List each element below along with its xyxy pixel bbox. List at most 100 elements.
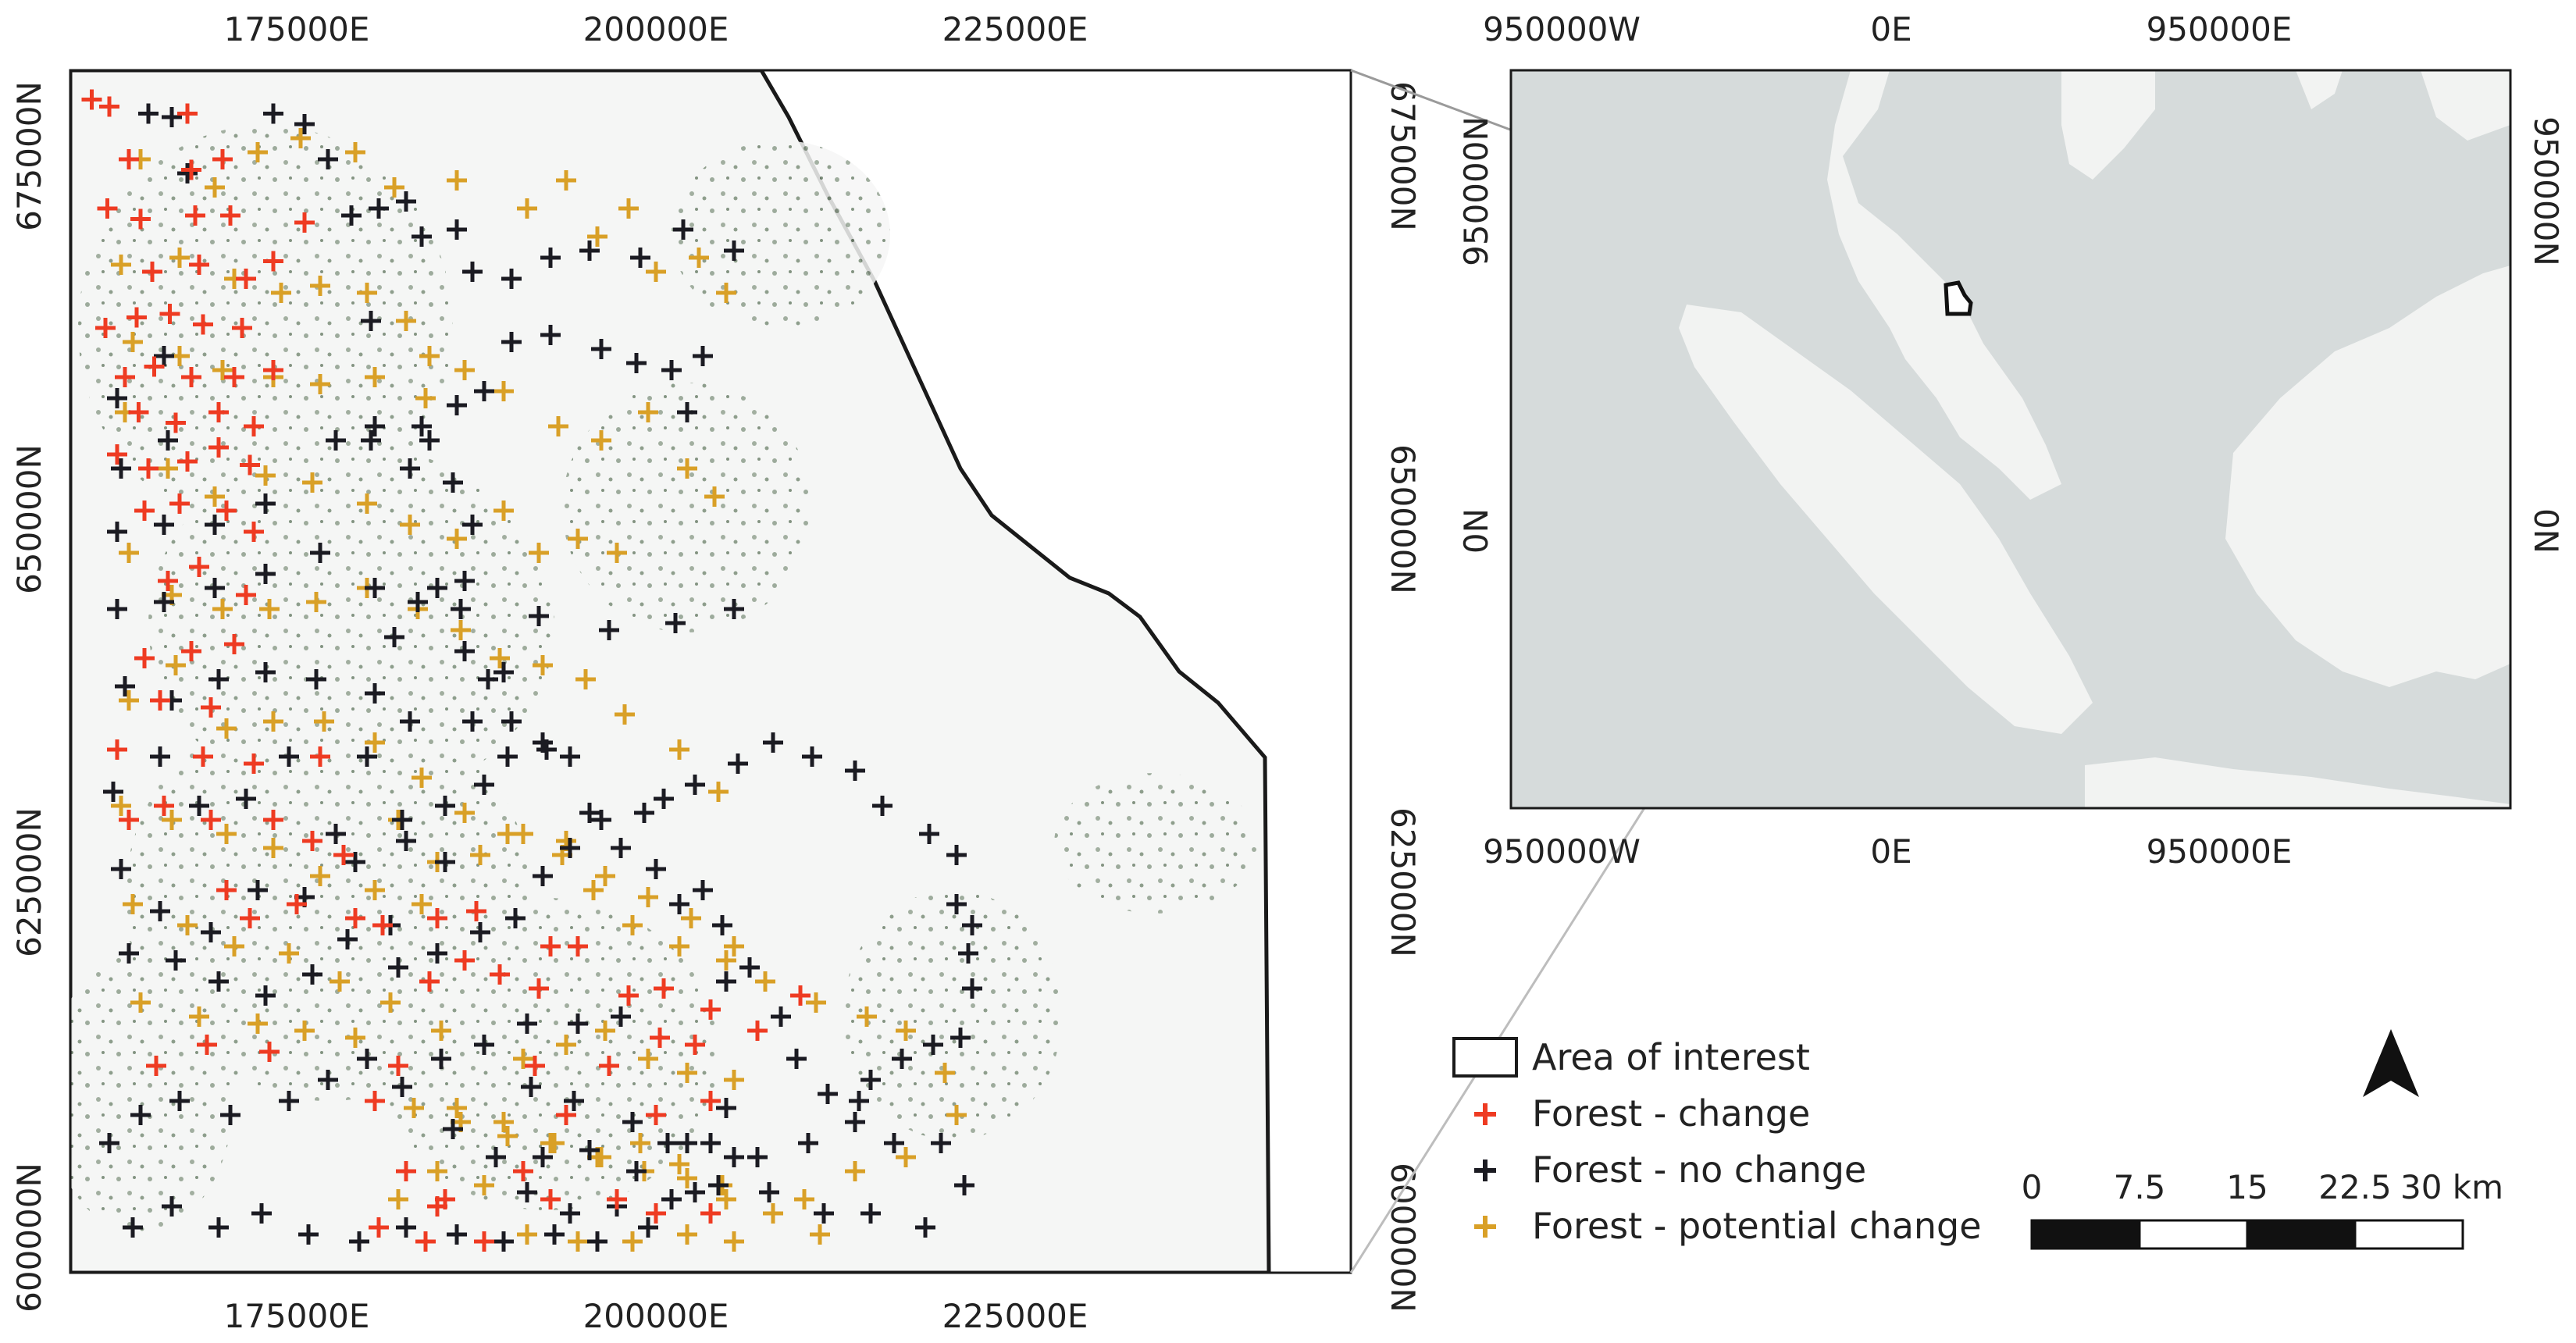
point-forest-no-change (279, 746, 299, 767)
point-forest-potential-change (419, 346, 440, 366)
point-forest-no-change (962, 978, 982, 999)
point-forest-no-change (279, 1091, 299, 1111)
point-forest-no-change (724, 599, 744, 619)
point-forest-potential-change (279, 943, 299, 964)
point-forest-change (294, 212, 315, 233)
point-forest-no-change (189, 796, 209, 816)
point-forest-no-change (946, 894, 967, 914)
point-forest-no-change (599, 620, 619, 640)
locator-top-tick-label: 950000W (1483, 10, 1641, 48)
point-forest-change (146, 1056, 166, 1076)
point-forest-no-change (419, 430, 440, 451)
point-forest-no-change (99, 1133, 119, 1153)
main-top-tick-label: 200000E (583, 10, 729, 48)
north-arrow-icon (2363, 1029, 2419, 1097)
point-forest-potential-change (755, 971, 775, 992)
point-forest-change (81, 89, 102, 110)
point-forest-no-change (408, 592, 428, 612)
point-forest-no-change (661, 1189, 682, 1209)
point-forest-change (181, 641, 201, 661)
point-forest-no-change (443, 1119, 463, 1139)
legend-no-change-symbol (1474, 1160, 1496, 1181)
point-forest-no-change (462, 711, 483, 732)
point-forest-potential-change (677, 1224, 697, 1245)
point-forest-no-change (860, 1203, 881, 1224)
point-forest-potential-change (412, 894, 432, 914)
point-forest-potential-change (669, 1154, 689, 1174)
point-forest-potential-change (447, 170, 467, 191)
point-forest-change (685, 1035, 705, 1055)
point-forest-no-change (685, 775, 705, 795)
point-forest-potential-change (259, 599, 280, 619)
point-forest-no-change (337, 929, 358, 949)
point-forest-no-change (763, 732, 783, 753)
point-forest-no-change (860, 1070, 881, 1090)
point-forest-no-change (298, 1224, 319, 1245)
point-forest-no-change (560, 1203, 580, 1224)
point-forest-no-change (946, 845, 967, 865)
point-forest-potential-change (119, 690, 139, 711)
point-forest-potential-change (224, 936, 244, 956)
point-forest-no-change (564, 1091, 584, 1111)
point-forest-potential-change (556, 1035, 576, 1055)
point-forest-potential-change (497, 824, 518, 844)
point-forest-no-change (685, 1182, 705, 1202)
point-forest-no-change (365, 416, 385, 436)
point-forest-change (142, 262, 162, 282)
point-forest-potential-change (724, 936, 744, 956)
point-forest-change (556, 1105, 576, 1125)
point-forest-change (158, 571, 178, 591)
point-forest-potential-change (454, 360, 475, 380)
point-forest-no-change (103, 782, 123, 802)
point-forest-potential-change (622, 1231, 643, 1252)
point-forest-potential-change (205, 486, 225, 507)
point-forest-change (107, 444, 127, 465)
point-forest-no-change (728, 753, 748, 774)
point-forest-no-change (166, 950, 186, 971)
point-forest-potential-change (517, 1224, 537, 1245)
point-forest-no-change (950, 1028, 971, 1048)
main-left-tick-label: 675000N (10, 81, 48, 231)
point-forest-change (244, 522, 264, 542)
point-forest-no-change (107, 522, 127, 542)
point-forest-change (126, 307, 147, 328)
point-forest-potential-change (622, 915, 643, 935)
point-forest-no-change (579, 803, 600, 823)
point-forest-no-change (326, 430, 346, 451)
point-forest-no-change (361, 430, 381, 451)
point-forest-potential-change (365, 880, 385, 900)
point-forest-potential-change (427, 1161, 447, 1181)
point-forest-change (115, 367, 135, 387)
point-forest-change (130, 208, 151, 230)
point-forest-no-change (248, 880, 268, 900)
point-forest-change (224, 634, 244, 654)
point-forest-no-change (392, 810, 412, 830)
point-forest-potential-change (587, 226, 607, 247)
point-forest-potential-change (615, 704, 635, 725)
point-forest-no-change (724, 1147, 744, 1167)
point-forest-potential-change (638, 1049, 658, 1069)
point-forest-potential-change (169, 248, 190, 268)
point-forest-no-change (533, 1147, 553, 1167)
point-forest-no-change (158, 430, 178, 451)
point-forest-no-change (802, 746, 822, 767)
point-forest-no-change (396, 831, 416, 851)
point-forest-change (177, 451, 198, 472)
point-forest-change (185, 205, 205, 226)
point-forest-no-change (654, 789, 674, 809)
point-forest-no-change (892, 1049, 912, 1069)
point-forest-no-change (435, 796, 455, 816)
point-forest-potential-change (357, 283, 377, 303)
point-forest-change (201, 697, 221, 718)
point-forest-no-change (205, 515, 225, 535)
point-forest-no-change (302, 964, 322, 985)
point-forest-no-change (849, 1091, 869, 1111)
point-forest-no-change (818, 1084, 838, 1104)
point-forest-potential-change (400, 515, 420, 535)
point-forest-no-change (435, 852, 455, 872)
point-forest-no-change (154, 515, 174, 535)
point-forest-potential-change (646, 262, 666, 282)
point-forest-no-change (708, 1175, 729, 1195)
locator-aoi-marker (1944, 280, 1973, 316)
point-forest-potential-change (123, 332, 143, 352)
